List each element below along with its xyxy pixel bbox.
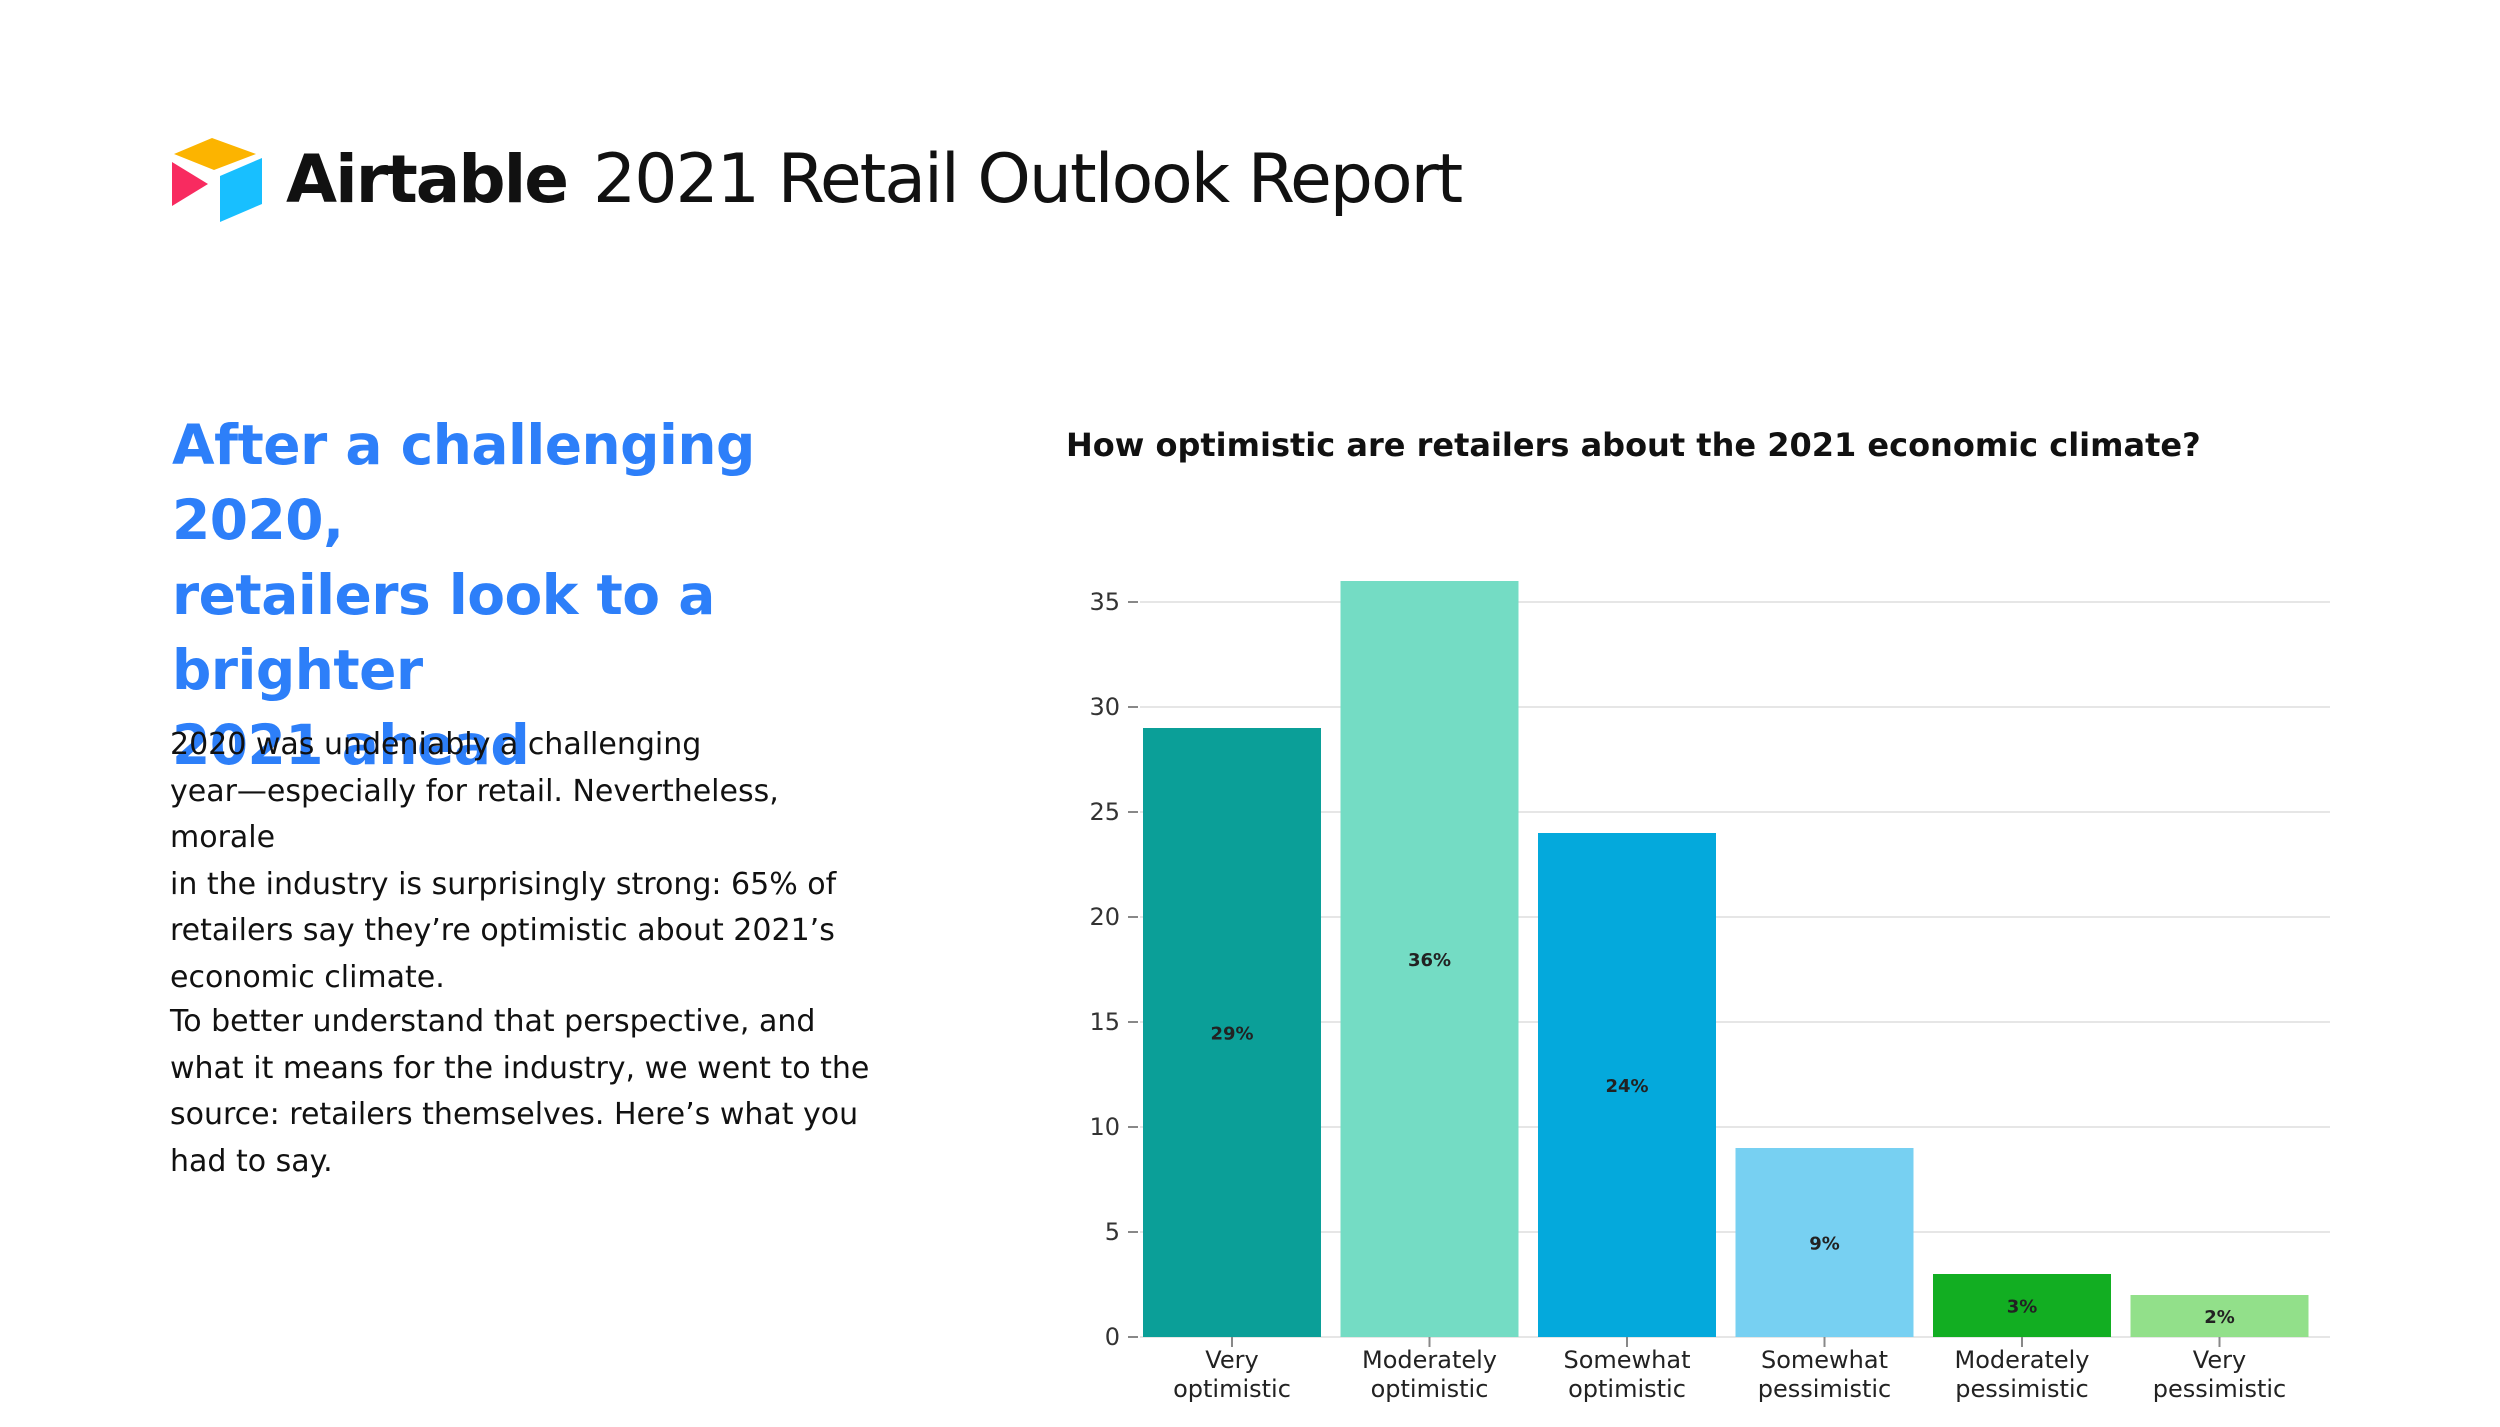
x-tick-label: pessimistic — [2153, 1375, 2287, 1403]
bar — [1143, 728, 1321, 1337]
x-tick-label: optimistic — [1568, 1375, 1686, 1403]
y-tick-label: 15 — [1089, 1008, 1120, 1036]
y-tick-label: 20 — [1089, 903, 1120, 931]
method-paragraph: To better understand that perspective, a… — [170, 999, 890, 1185]
headline-line: After a challenging 2020, — [172, 413, 755, 552]
intro-paragraph: 2020 was undeniably a challenging year—e… — [170, 722, 890, 1001]
paragraph-line: what it means for the industry, we went … — [170, 1050, 870, 1086]
y-tick-label: 25 — [1089, 798, 1120, 826]
headline-line: 2021 ahead — [172, 713, 530, 777]
logo-yellow-facet — [174, 138, 256, 170]
y-tick-label: 0 — [1105, 1323, 1120, 1351]
data-label: 3% — [2007, 1297, 2038, 1318]
bar-chart: 0510152025303529%Veryoptimistic36%Modera… — [1089, 581, 2330, 1403]
logo-blue-facet — [220, 158, 262, 222]
y-tick-label: 10 — [1089, 1113, 1120, 1141]
report-header: Airtable 2021 Retail Outlook Report — [168, 134, 1463, 224]
data-label: 36% — [1408, 950, 1451, 971]
paragraph-line: in the industry is surprisingly strong: … — [170, 866, 837, 902]
paragraph-line: retailers say they’re optimistic about 2… — [170, 913, 835, 948]
bar — [1340, 581, 1519, 1337]
y-tick-label: 30 — [1089, 693, 1120, 721]
x-tick-label: Moderately — [1362, 1346, 1497, 1374]
x-tick-label: Somewhat — [1761, 1346, 1888, 1374]
data-label: 24% — [1605, 1076, 1648, 1097]
x-tick-label: Somewhat — [1563, 1346, 1690, 1374]
paragraph-line: To better understand that perspective, a… — [170, 1004, 816, 1039]
bar — [1538, 833, 1716, 1337]
bar — [1735, 1148, 1914, 1337]
paragraph-line: year—especially for retail. Nevertheless… — [170, 773, 779, 856]
x-tick-label: Very — [2193, 1346, 2246, 1374]
x-tick-label: optimistic — [1173, 1375, 1291, 1403]
paragraph-line: 2020 was undeniably a challenging — [170, 727, 702, 762]
y-tick-label: 35 — [1089, 588, 1120, 616]
data-label: 9% — [1809, 1234, 1840, 1255]
bar — [2130, 1295, 2309, 1337]
headline-line: retailers look to a brighter — [172, 563, 715, 702]
report-title: 2021 Retail Outlook Report — [592, 139, 1463, 219]
chart-title: How optimistic are retailers about the 2… — [1066, 426, 2201, 464]
logo-red-facet — [172, 162, 208, 206]
paragraph-line: economic climate. — [170, 959, 445, 995]
x-tick-label: pessimistic — [1955, 1375, 2089, 1403]
bar — [1933, 1274, 2111, 1337]
y-tick-label: 5 — [1105, 1218, 1120, 1246]
x-tick-label: Very — [1205, 1346, 1258, 1374]
x-tick-label: pessimistic — [1758, 1375, 1892, 1403]
airtable-logo-icon — [172, 138, 262, 222]
paragraph-line: had to say. — [170, 1143, 333, 1179]
x-tick-label: optimistic — [1371, 1375, 1489, 1403]
paragraph-line: source: retailers themselves. Here’s wha… — [170, 1097, 859, 1132]
brand-name: Airtable — [286, 140, 569, 218]
headline: After a challenging 2020, retailers look… — [172, 408, 932, 783]
data-label: 29% — [1210, 1024, 1253, 1045]
x-tick-label: Moderately — [1954, 1346, 2089, 1374]
data-label: 2% — [2204, 1307, 2235, 1328]
